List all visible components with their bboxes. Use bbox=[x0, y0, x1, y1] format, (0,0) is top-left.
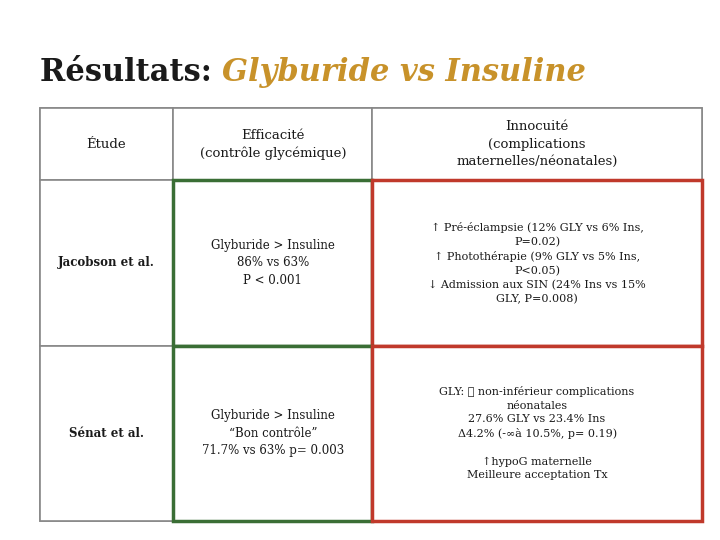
Bar bbox=[174, 346, 372, 521]
Text: Résultats:: Résultats: bbox=[40, 57, 222, 87]
Bar bbox=[40, 346, 174, 521]
Text: Glyburide vs Insuline: Glyburide vs Insuline bbox=[222, 57, 586, 87]
Bar bbox=[174, 180, 372, 346]
Bar bbox=[174, 108, 372, 180]
Text: ↑ Pré-éclampsie (12% GLY vs 6% Ins,
P=0.02)
↑ Photothérapie (9% GLY vs 5% Ins,
P: ↑ Pré-éclampsie (12% GLY vs 6% Ins, P=0.… bbox=[428, 222, 646, 304]
Text: Jacobson et al.: Jacobson et al. bbox=[58, 256, 155, 269]
Text: Glyburide > Insuline
86% vs 63%
P < 0.001: Glyburide > Insuline 86% vs 63% P < 0.00… bbox=[211, 239, 335, 287]
Bar bbox=[40, 108, 174, 180]
Text: GLY: ∅ non-inférieur complications
néonatales
27.6% GLY vs 23.4% Ins
Δ4.2% (-∞à : GLY: ∅ non-inférieur complications néona… bbox=[439, 386, 635, 481]
Text: Efficacité
(contrôle glycémique): Efficacité (contrôle glycémique) bbox=[199, 129, 346, 160]
Bar bbox=[372, 108, 702, 180]
Text: Innocuité
(complications
maternelles/néonatales): Innocuité (complications maternelles/néo… bbox=[456, 120, 618, 168]
Bar bbox=[372, 346, 702, 521]
Text: Étude: Étude bbox=[86, 138, 126, 151]
Text: Sénat et al.: Sénat et al. bbox=[69, 427, 144, 440]
Bar bbox=[372, 180, 702, 346]
Bar bbox=[40, 180, 174, 346]
Bar bbox=[40, 108, 702, 521]
Text: Glyburide > Insuline
“Bon contrôle”
71.7% vs 63% p= 0.003: Glyburide > Insuline “Bon contrôle” 71.7… bbox=[202, 409, 344, 457]
